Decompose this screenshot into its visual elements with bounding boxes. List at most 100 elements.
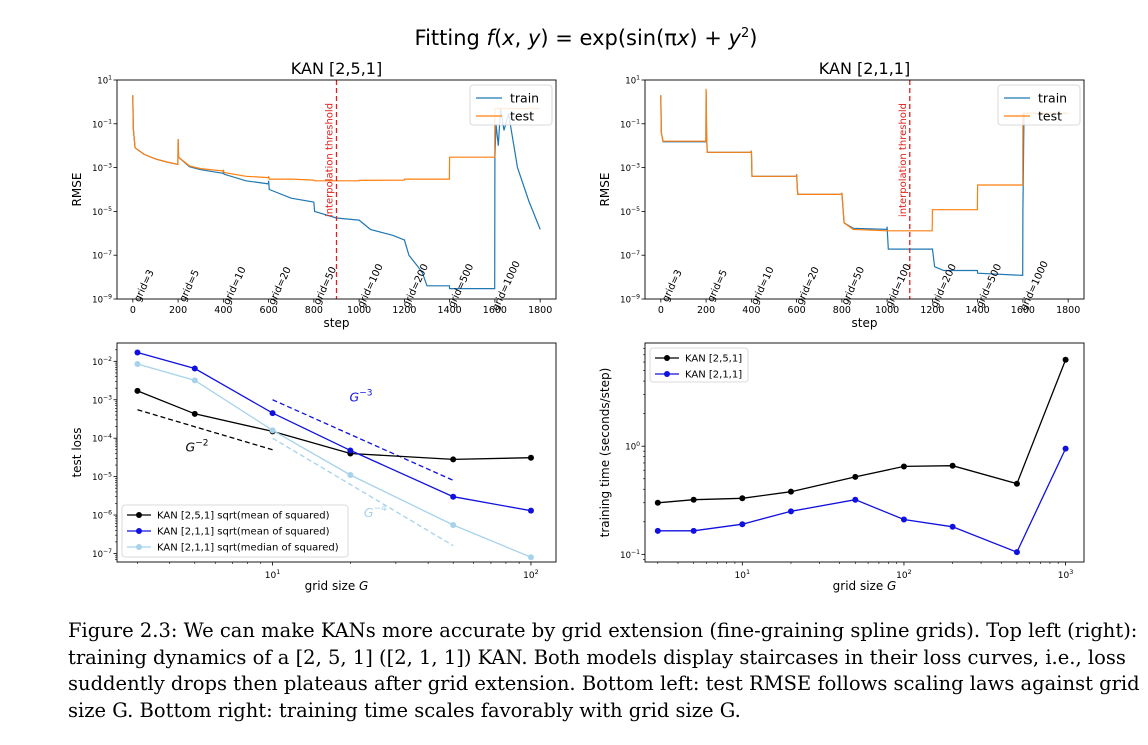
data-point [949,462,956,469]
series-line-test [132,95,541,182]
x-tick-label: 101 [265,568,281,581]
figure: Fitting f(x, y) = exp(sin(πx) + y2) KAN … [70,26,1085,593]
legend-label: KAN [2,5,1] [685,354,742,365]
axes-frame [116,79,557,300]
y-tick-label: 10−1 [620,549,640,561]
y-axis-label: RMSE [70,173,84,207]
y-axis-label: RMSE [598,173,612,207]
caption-line: training dynamics of a [2, 5, 1] ([2, 1,… [68,645,1126,669]
data-point [134,387,141,394]
plot-area [134,349,534,561]
legend-label-test: test [510,109,534,124]
y-tick-label: 10−7 [92,548,112,560]
plot-area [654,356,1069,556]
legend-label: KAN [2,1,1] sqrt(mean of squared) [157,527,330,538]
y-axis-label: test loss [70,427,84,477]
data-point [900,516,907,523]
y-tick-label: 10−2 [92,356,112,368]
x-tick-label: 400 [214,305,232,316]
data-point [347,447,354,454]
data-point [450,493,457,500]
figure-suptitle: Fitting f(x, y) = exp(sin(πx) + y2) [415,26,758,50]
legend [469,84,553,126]
data-point [191,377,198,384]
x-tick-label: 1400 [438,305,462,316]
chart-bottom-left: 101 102 10−2 10−3 10−4 10−5 10−6 10−7 grid size … [70,342,557,593]
reference-line-label: G−4 [364,504,387,520]
chart-top-left: KAN [2,5,1] 0 200 400 600 800 1000 1200 1400 1600… [70,59,557,330]
grid-annotation: grid=100 [884,262,914,309]
data-point [450,522,457,529]
data-point [134,361,141,368]
data-point [852,473,859,480]
data-point [527,554,534,561]
axes-frame [644,79,1085,300]
data-point [900,463,907,470]
x-axis-label: grid size G [833,579,897,593]
data-point [1062,445,1069,452]
grid-annotation: grid=20 [267,265,294,307]
y-tick-label: 10−9 [92,294,112,306]
caption-line: suddently drops then plateaus after grid… [68,672,1140,695]
reference-line-label: G−2 [186,439,209,455]
data-point [690,527,697,534]
y-tick-label: 10−4 [92,433,112,445]
data-point [527,454,534,461]
y-tick-label: 10−1 [92,118,112,130]
legend [121,504,349,558]
grid-annotation: grid=10 [222,265,249,307]
data-point [269,427,276,434]
y-tick-label: 101 [97,75,112,87]
legend-marker [664,355,670,361]
y-tick-label: 10−1 [620,118,640,130]
x-tick-label: 103 [1058,568,1074,581]
data-point [949,523,956,530]
x-tick-label: 102 [896,568,912,581]
series-line [657,448,1067,553]
x-tick-label: 1200 [920,305,944,316]
grid-annotation: grid=20 [795,265,822,307]
axes-frame [644,342,1085,563]
data-point [1013,480,1020,487]
y-axis-label: training time (seconds/step) [598,368,612,538]
legend-label: KAN [2,1,1] [685,370,742,381]
y-tick-label: 10−6 [92,510,112,522]
data-point [654,527,661,534]
grid-annotation: grid=10 [750,265,777,307]
x-axis-label: step [324,316,350,330]
chart-title: KAN [2,5,1] [291,59,382,78]
data-point [690,496,697,503]
series-line [137,363,532,558]
series-line-test [660,88,1069,232]
x-tick-label: 1600 [1011,305,1035,316]
x-tick-label: 1400 [966,305,990,316]
data-point [134,349,141,356]
data-point [347,472,354,479]
interpolation-threshold-label: interpolation threshold [898,103,909,217]
series-line [137,390,532,461]
data-point [654,499,661,506]
x-tick-label: 1000 [347,305,371,316]
data-point [787,488,794,495]
chart-bottom-right: 101 102 103 100 10−1 grid size G training time… [598,342,1085,593]
data-point [739,495,746,502]
x-tick-label: 800 [305,305,323,316]
x-tick-label: 0 [658,305,664,316]
x-tick-label: 101 [735,568,751,581]
y-tick-label: 101 [625,75,640,87]
x-tick-label: 600 [788,305,806,316]
y-tick-label: 10−5 [92,471,112,483]
legend-label: KAN [2,5,1] sqrt(mean of squared) [157,511,330,522]
reference-line [272,437,454,547]
y-tick-label: 10−3 [620,162,640,174]
legend-label: KAN [2,1,1] sqrt(median of squared) [157,543,339,554]
data-point [527,507,534,514]
x-tick-label: 200 [697,305,715,316]
grid-annotation: grid=500 [446,262,476,309]
data-point [450,456,457,463]
legend-label-train: train [1038,91,1067,106]
data-point [191,365,198,372]
x-tick-label: 1600 [483,305,507,316]
x-tick-label: 200 [169,305,187,316]
grid-annotation: grid=50 [312,265,339,307]
